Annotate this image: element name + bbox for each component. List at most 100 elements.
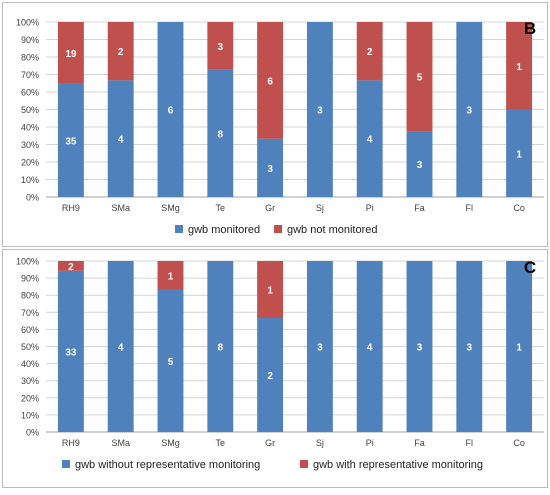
bar-blue-smg (157, 22, 184, 197)
data-label: 4 (367, 135, 373, 146)
y-tick-label: 0% (26, 193, 39, 203)
y-tick-label: 80% (21, 291, 39, 301)
bar-blue-fl (456, 261, 483, 432)
x-tick-label: Gr (265, 438, 275, 448)
x-tick-label: SMa (111, 438, 130, 448)
data-label: 3 (417, 343, 423, 354)
data-label: 1 (516, 149, 522, 160)
legend-swatch-red (300, 460, 308, 468)
panel-border (2, 249, 548, 488)
bar-blue-sma (107, 261, 134, 432)
x-tick-label: Sj (316, 438, 324, 448)
y-tick-label: 80% (21, 53, 39, 63)
bar-blue-pi (356, 80, 383, 197)
data-label: 2 (118, 47, 124, 58)
chart-panel-b: 0%10%20%30%40%50%60%70%80%90%100%3519RH9… (2, 2, 548, 247)
bar-blue-gr (257, 138, 284, 197)
x-tick-label: Sj (316, 203, 324, 213)
bar-red-te (207, 22, 234, 70)
bar-blue-rh9 (57, 270, 84, 432)
x-tick-label: RH9 (62, 203, 80, 213)
bar-blue-co (506, 109, 533, 197)
x-tick-label: SMg (161, 203, 180, 213)
bar-blue-rh9 (57, 83, 84, 197)
x-tick-label: Fl (466, 203, 474, 213)
bar-blue-fa (406, 131, 433, 197)
bar-blue-fl (456, 22, 483, 197)
x-tick-label: Fl (466, 438, 474, 448)
x-tick-label: Te (216, 203, 226, 213)
bar-blue-sma (107, 80, 134, 197)
legend-label: gwb with representative monitoring (313, 459, 483, 471)
bar-red-co (506, 22, 533, 110)
data-label: 8 (218, 129, 224, 140)
y-tick-label: 100% (16, 257, 39, 267)
legend-label: gwb without representative monitoring (75, 459, 260, 471)
data-label: 6 (168, 106, 174, 117)
x-tick-label: Pi (366, 203, 374, 213)
x-tick-label: Gr (265, 203, 275, 213)
data-label: 4 (367, 343, 373, 354)
data-label: 1 (168, 271, 174, 282)
data-label: 4 (118, 135, 124, 146)
y-tick-label: 10% (21, 175, 39, 185)
bar-blue-sj (306, 22, 333, 197)
y-tick-label: 70% (21, 308, 39, 318)
chart-panel-c: 0%10%20%30%40%50%60%70%80%90%100%332RH94… (2, 249, 548, 488)
bar-blue-te (207, 261, 234, 432)
data-label: 1 (267, 286, 273, 297)
panel-label: B (524, 19, 536, 38)
y-tick-label: 90% (21, 35, 39, 45)
data-label: 3 (267, 164, 273, 175)
bar-blue-fa (406, 261, 433, 432)
legend-swatch-red (274, 225, 282, 233)
data-label: 33 (65, 347, 77, 358)
y-tick-label: 40% (21, 359, 39, 369)
bar-blue-te (207, 69, 234, 197)
bar-blue-gr (257, 318, 284, 432)
x-tick-label: RH9 (62, 438, 80, 448)
y-tick-label: 20% (21, 393, 39, 403)
data-label: 3 (317, 343, 323, 354)
bar-blue-sj (306, 261, 333, 432)
legend-label: gwb monitored (188, 224, 260, 236)
bar-red-rh9 (57, 261, 84, 271)
x-tick-label: Te (216, 438, 226, 448)
data-label: 3 (218, 42, 224, 53)
data-label: 2 (367, 47, 373, 58)
panel-border (2, 2, 548, 247)
bar-red-smg (157, 261, 184, 290)
y-tick-label: 50% (21, 105, 39, 115)
data-label: 5 (168, 357, 174, 368)
bar-red-gr (257, 22, 284, 139)
data-label: 3 (467, 106, 473, 117)
data-label: 2 (68, 262, 74, 273)
legend-swatch-blue (175, 225, 183, 233)
bar-blue-pi (356, 261, 383, 432)
legend-swatch-blue (62, 460, 70, 468)
y-tick-label: 100% (16, 18, 39, 28)
data-label: 3 (417, 160, 423, 171)
bar-red-sma (107, 22, 134, 81)
y-tick-label: 0% (26, 428, 39, 438)
y-tick-label: 20% (21, 158, 39, 168)
legend-label: gwb not monitored (287, 224, 378, 236)
x-tick-label: Co (513, 203, 525, 213)
data-label: 6 (267, 76, 273, 87)
x-tick-label: SMg (161, 438, 180, 448)
data-label: 8 (218, 343, 224, 354)
panel-label: C (524, 258, 536, 277)
bar-red-rh9 (57, 22, 84, 84)
data-label: 5 (417, 73, 423, 84)
data-label: 35 (65, 136, 77, 147)
data-label: 3 (317, 106, 323, 117)
x-tick-label: Fa (414, 438, 425, 448)
bar-blue-co (506, 261, 533, 432)
y-tick-label: 40% (21, 123, 39, 133)
x-tick-label: Fa (414, 203, 425, 213)
y-tick-label: 60% (21, 325, 39, 335)
x-tick-label: SMa (111, 203, 130, 213)
y-tick-label: 30% (21, 376, 39, 386)
